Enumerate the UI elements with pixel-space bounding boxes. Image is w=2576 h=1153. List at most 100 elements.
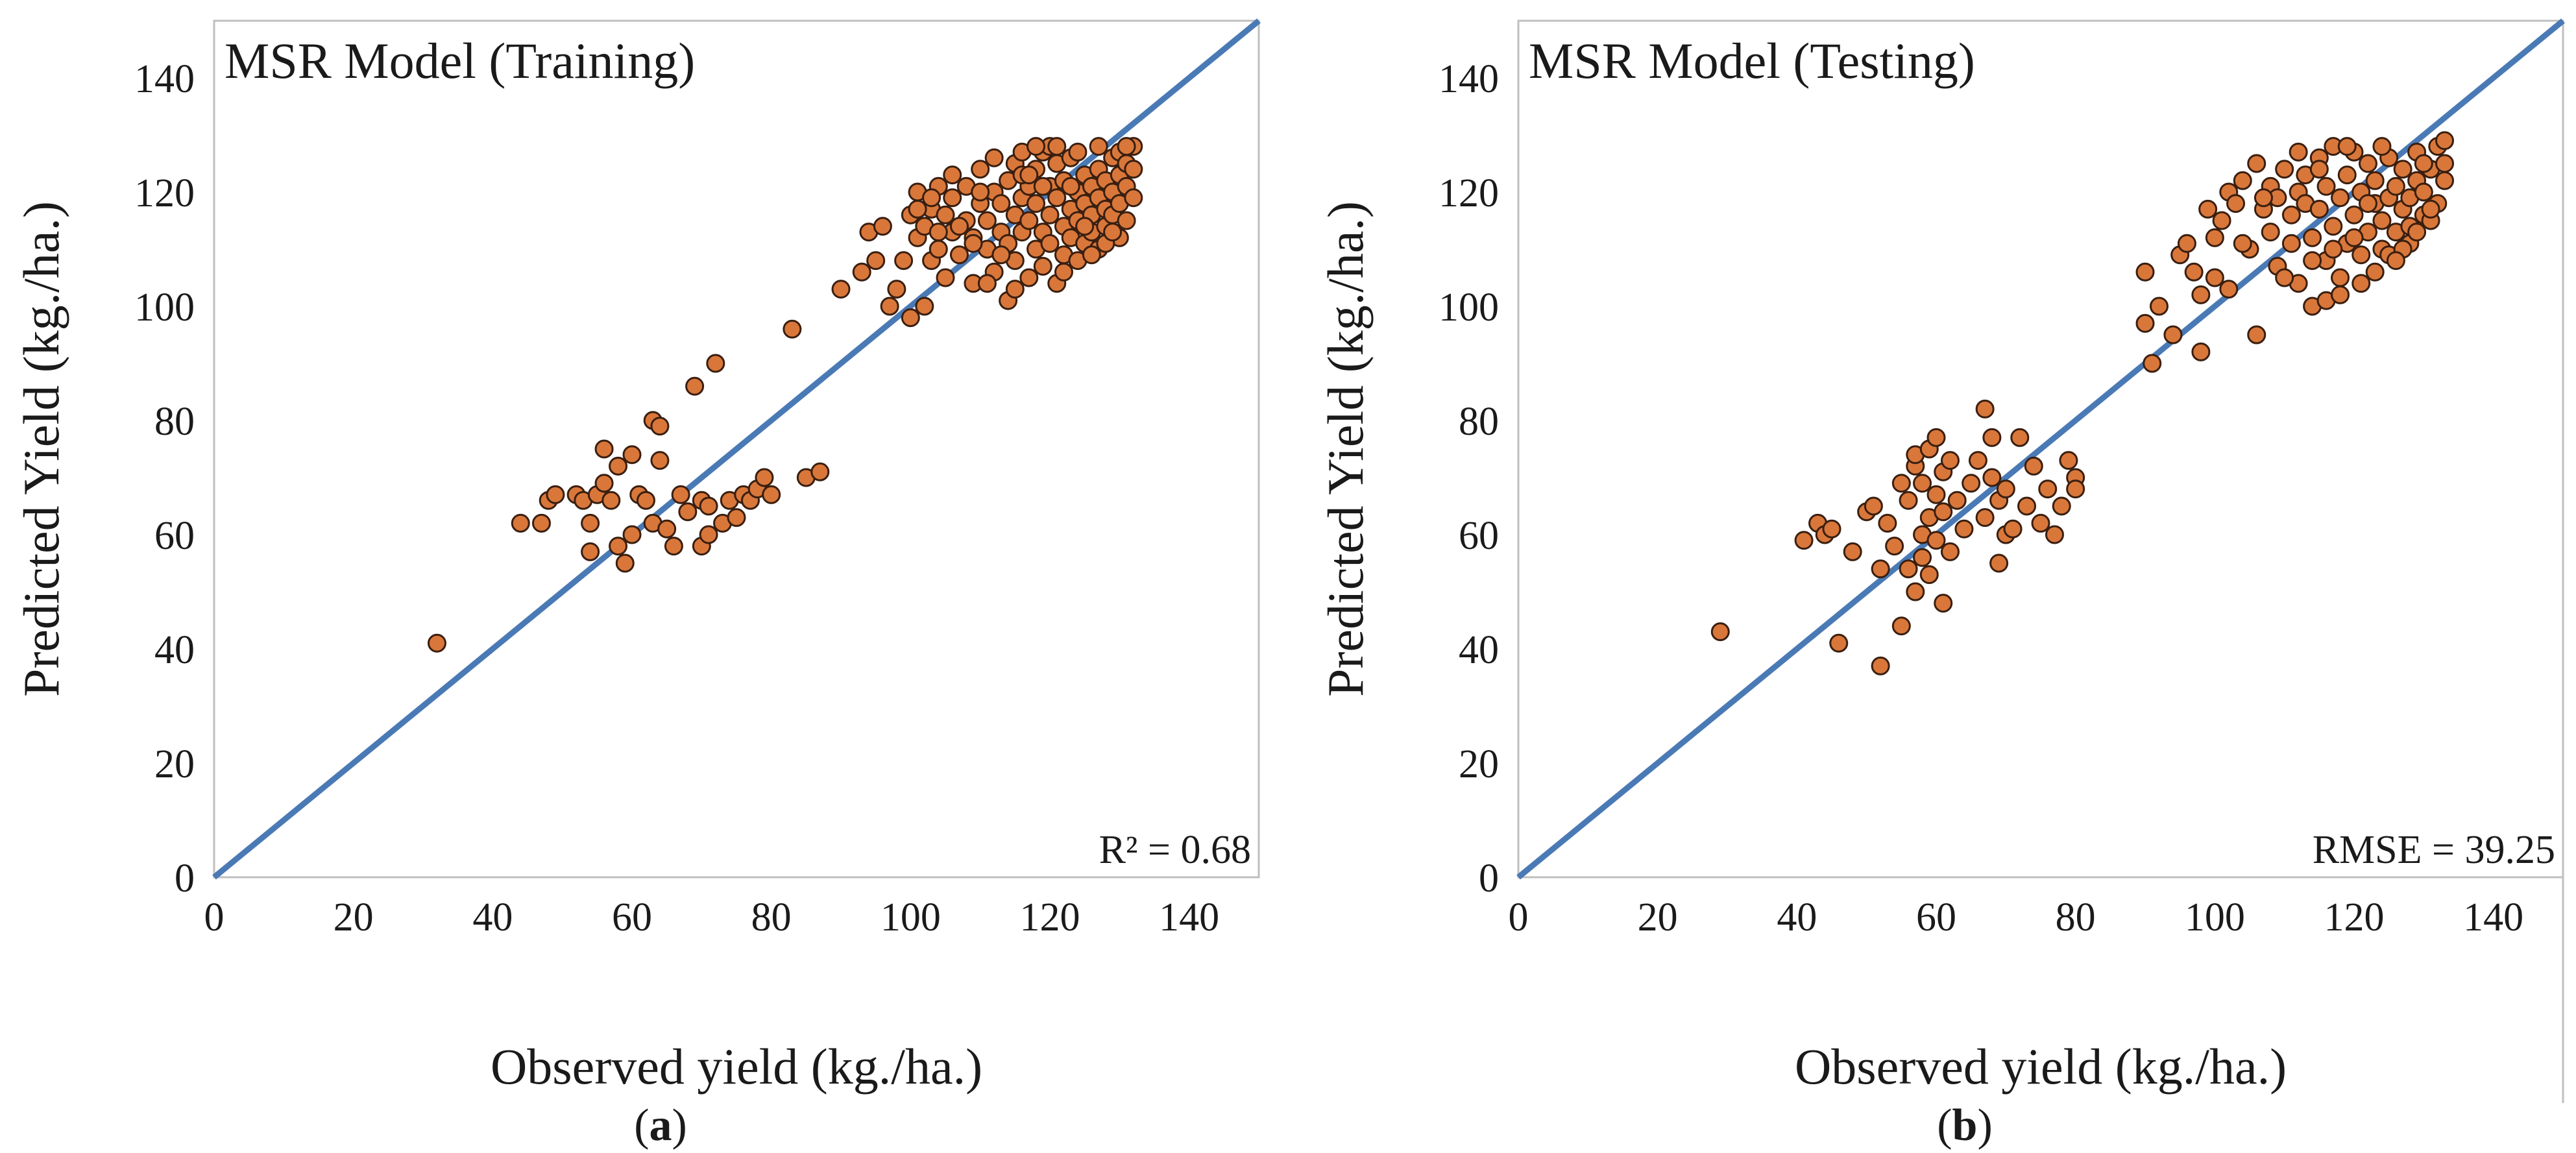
panel-a-y-tick-label: 120 (134, 171, 195, 215)
panel-a-y-tick-label: 40 (154, 628, 195, 672)
panel-a-data-point (936, 268, 955, 287)
panel-a-data-point (1124, 160, 1143, 179)
panel-b-data-point (1940, 451, 1960, 470)
panel-b-y-tick-label: 0 (1479, 856, 1499, 901)
panel-a-data-point (664, 537, 683, 556)
panel-a-data-point (880, 297, 899, 316)
panel-a-data-point (706, 354, 725, 373)
panel-b-x-tick-label: 0 (1509, 895, 1529, 940)
panel-b-data-point (2358, 154, 2377, 173)
panel-a-data-point (755, 468, 774, 487)
panel-a-x-tick-label: 20 (334, 895, 374, 940)
panel-a-data-point (609, 537, 628, 556)
panel-a: 0 20 40 60 80 100 120 140 0 20 40 60 80 100 120 140 MS… (13, 18, 1261, 1150)
panel-a-data-point (762, 485, 781, 504)
panel-a-data-point (977, 274, 997, 293)
panel-b-data-point (2003, 519, 2023, 539)
panel-a-data-point (1033, 256, 1052, 276)
panel-b-data-point (1982, 428, 2002, 447)
panel-b-data-point (2331, 268, 2350, 287)
panel-b-data-point (2247, 325, 2266, 345)
panel-b-data-point (1940, 542, 1960, 561)
panel-b-x-axis-title: Observed yield (kg./ha.) (1795, 1038, 2287, 1095)
panel-b-data-point (1919, 565, 1939, 585)
panel-b-data-point (2031, 513, 2050, 533)
panel-a-x-tick-label: 60 (612, 895, 652, 940)
panel-b-data-point (2358, 194, 2377, 213)
panel-a-data-point (1124, 188, 1143, 208)
panel-a-data-point (1027, 137, 1046, 156)
panel-a-data-point (1068, 142, 1088, 162)
panel-a-data-point (594, 474, 614, 493)
panel-a-data-point (1033, 176, 1052, 196)
panel-b-data-point (2184, 262, 2204, 282)
panel-a-data-point (922, 188, 942, 208)
panel-b-y-tick-label: 100 (1439, 285, 1499, 330)
panel-a-data-point (699, 496, 718, 516)
panel-a-data-point (991, 245, 1011, 265)
panel-a-title: MSR Model (Training) (225, 32, 695, 89)
panel-b-data-point (2351, 245, 2371, 265)
panel-a-reference-line (212, 18, 1261, 880)
panel-b-data-point (2045, 525, 2064, 544)
panel-a-data-point (810, 462, 830, 481)
panel-b-x-tick-label: 60 (1916, 895, 1956, 940)
panel-a-data-point (908, 199, 927, 219)
panel-b-data-point (2163, 325, 2183, 345)
panel-a-data-point (622, 445, 642, 465)
panel-b-data-point (1871, 656, 1890, 675)
panel-b-data-point (2177, 234, 2196, 253)
panel-a-data-point (1061, 176, 1080, 196)
panel-b-data-point (2407, 223, 2427, 242)
panel-a-data-point (915, 297, 934, 316)
panel-b-data-point (2052, 496, 2071, 516)
panel-b-data-point (2059, 451, 2078, 470)
panel-a-x-tick-label: 120 (1020, 895, 1080, 940)
panel-a-data-point (1047, 188, 1067, 208)
panel-b-x-tick-label: 100 (2185, 895, 2245, 940)
panel-a-data-point (594, 439, 614, 459)
panel-b-data-point (2303, 251, 2322, 271)
panel-b-data-point (2233, 234, 2252, 253)
panel-a-data-point (943, 188, 962, 208)
panel-a-data-point (581, 513, 600, 533)
panel-b-data-point (1794, 531, 1814, 550)
panel-a-data-point (1005, 280, 1025, 299)
panel-a-y-axis-title: Predicted Yield (kg./ha.) (13, 201, 69, 697)
panel-a-data-point (964, 234, 983, 253)
panel-b-data-point (2038, 479, 2058, 499)
panel-b-data-point (2017, 496, 2037, 516)
panel-b-data-point (1829, 633, 1849, 653)
panel-a-data-point (609, 456, 628, 476)
panel-b-data-point (1891, 474, 1911, 493)
panel-b-data-point (1885, 537, 1904, 556)
panel-b-data-point (2324, 217, 2343, 236)
panel-a-data-point (984, 148, 1004, 167)
panel-b-data-point (2386, 251, 2405, 271)
panel-a-x-axis-title: Observed yield (kg./ha.) (491, 1038, 982, 1095)
panel-b-data-point (2421, 199, 2440, 219)
panel-a-data-point (1047, 137, 1067, 156)
panel-b-data-point (2254, 188, 2273, 208)
panel-a-x-tick-label: 80 (751, 895, 792, 940)
panel-a-x-tick-label: 140 (1159, 895, 1219, 940)
panel-b-y-tick-label: 80 (1459, 400, 1499, 444)
panel-a-data-point (852, 262, 871, 282)
panel-a-data-point (511, 513, 530, 533)
panel-a-data-point (873, 217, 892, 236)
panel-a-y-tick-label: 20 (154, 742, 195, 786)
panel-a-data-point (727, 508, 746, 528)
panel-a-data-point (991, 194, 1011, 213)
panel-b-points (1710, 131, 2455, 675)
panel-a-data-point (1040, 234, 1060, 253)
panel-b-caption: (b) (1937, 1100, 1993, 1150)
panel-b-y-tick-label: 60 (1459, 514, 1499, 558)
panel-a-points (427, 137, 1143, 653)
panel-b-data-point (1899, 559, 1918, 579)
panel-b-y-tick-label: 120 (1439, 171, 1499, 215)
panel-a-data-point (650, 451, 670, 470)
panel-b-data-point (1843, 542, 1862, 561)
panel-a-data-point (427, 633, 446, 653)
panel-a-data-point (936, 205, 955, 225)
panel-a-data-point (601, 491, 621, 510)
